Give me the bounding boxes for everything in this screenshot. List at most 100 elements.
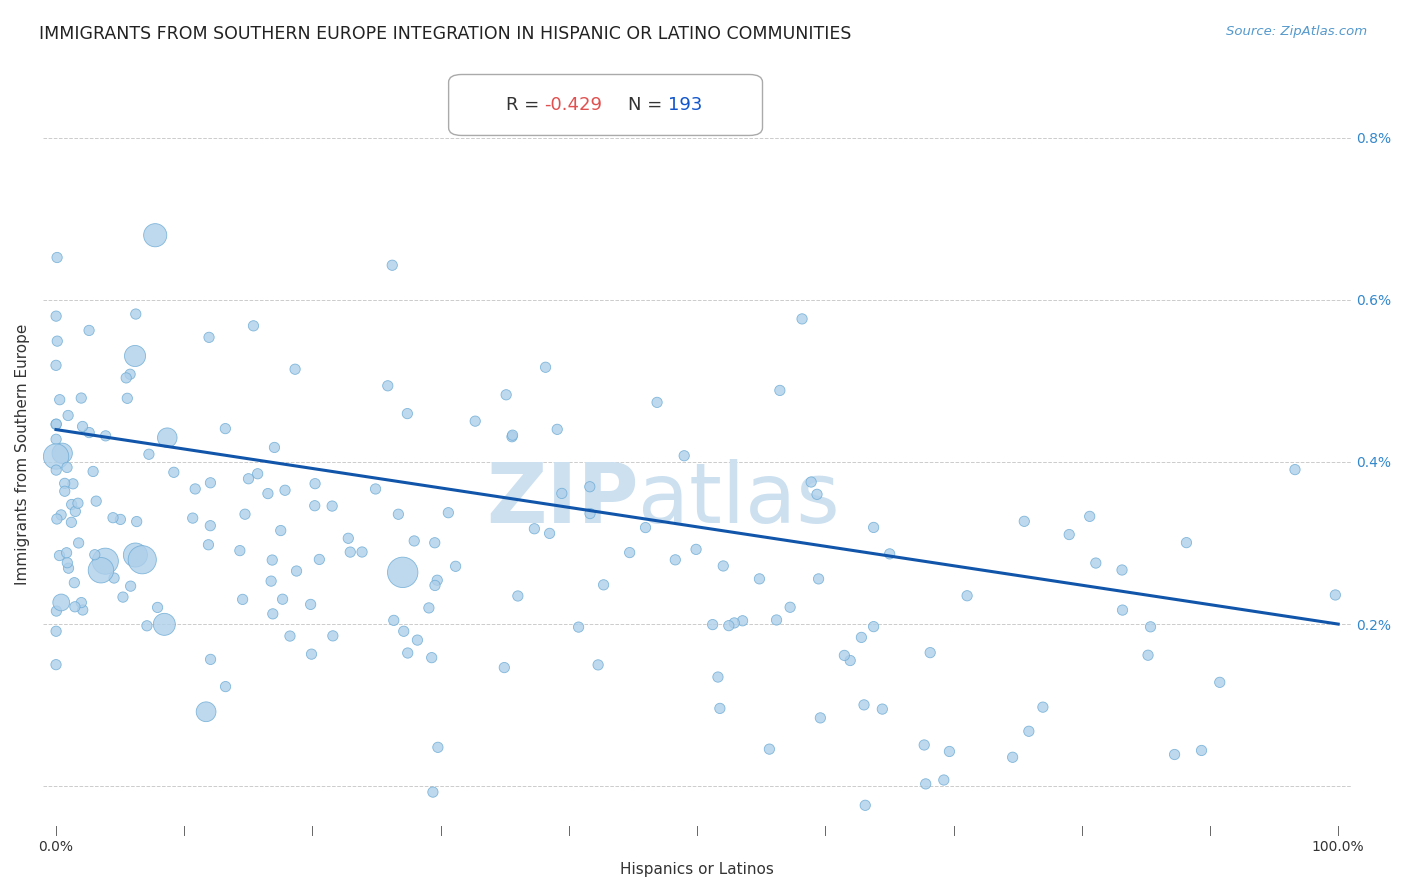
Point: [246, 467, 269, 481]
Point: [423, 578, 446, 592]
Point: [1324, 588, 1347, 602]
Point: [53, 476, 76, 491]
Point: [51, 595, 73, 609]
Point: [55, 546, 77, 560]
Point: [120, 368, 142, 382]
Point: [48, 392, 70, 407]
Point: [1032, 700, 1054, 714]
Text: -0.429: -0.429: [544, 96, 602, 114]
Point: [70, 391, 93, 405]
Text: 193: 193: [668, 96, 703, 114]
Point: [156, 431, 179, 445]
Point: [711, 558, 734, 573]
Point: [46, 251, 69, 265]
Point: [506, 589, 529, 603]
Point: [45, 463, 67, 477]
Point: [125, 515, 148, 529]
Point: [90, 563, 112, 577]
Point: [117, 392, 139, 406]
Point: [592, 578, 614, 592]
Point: [731, 614, 754, 628]
X-axis label: Hispanics or Latinos: Hispanics or Latinos: [620, 862, 775, 877]
Point: [65, 504, 87, 518]
Point: [45, 512, 67, 526]
Point: [364, 482, 387, 496]
Point: [579, 507, 602, 521]
Point: [60, 516, 83, 530]
Point: [62, 476, 84, 491]
Point: [136, 619, 159, 633]
Point: [115, 371, 138, 385]
Point: [242, 318, 264, 333]
Point: [304, 476, 326, 491]
Point: [214, 422, 236, 436]
Point: [308, 552, 330, 566]
Point: [377, 379, 399, 393]
Point: [214, 680, 236, 694]
Point: [437, 506, 460, 520]
Point: [45, 359, 67, 373]
Point: [779, 600, 801, 615]
Point: [862, 520, 884, 534]
Point: [1078, 509, 1101, 524]
Text: R =: R =: [506, 96, 546, 114]
Point: [839, 653, 862, 667]
Point: [48, 549, 70, 563]
Point: [914, 777, 936, 791]
Point: [94, 554, 117, 568]
Point: [1163, 747, 1185, 762]
Point: [396, 646, 419, 660]
Point: [101, 510, 124, 524]
Point: [200, 652, 222, 666]
Point: [420, 650, 443, 665]
Point: [534, 360, 557, 375]
Point: [45, 309, 67, 323]
Point: [322, 629, 344, 643]
Point: [1209, 675, 1232, 690]
Point: [495, 388, 517, 402]
Point: [546, 422, 568, 436]
Point: [806, 487, 828, 501]
Point: [1137, 648, 1160, 663]
Point: [912, 738, 935, 752]
Point: [426, 740, 449, 755]
Point: [271, 592, 294, 607]
Point: [94, 429, 117, 443]
Point: [862, 620, 884, 634]
Point: [538, 526, 561, 541]
Point: [262, 607, 284, 621]
Point: [270, 524, 292, 538]
Point: [494, 660, 516, 674]
Point: [301, 647, 323, 661]
Point: [285, 564, 308, 578]
Text: atlas: atlas: [638, 459, 839, 540]
Point: [418, 601, 440, 615]
Point: [84, 494, 107, 508]
Point: [392, 624, 415, 639]
Point: [790, 312, 813, 326]
Point: [1001, 750, 1024, 764]
Point: [198, 330, 221, 344]
Point: [1139, 620, 1161, 634]
Point: [578, 480, 600, 494]
FancyBboxPatch shape: [449, 75, 762, 136]
Point: [339, 545, 361, 559]
Point: [77, 323, 100, 337]
Point: [501, 430, 523, 444]
Point: [257, 486, 280, 500]
Point: [1012, 514, 1035, 528]
Point: [110, 512, 132, 526]
Point: [851, 631, 873, 645]
Point: [111, 590, 134, 604]
Point: [233, 507, 256, 521]
Point: [337, 531, 360, 545]
Point: [83, 548, 105, 562]
Point: [181, 511, 204, 525]
Point: [707, 670, 730, 684]
Point: [709, 701, 731, 715]
Point: [56, 460, 79, 475]
Point: [634, 520, 657, 534]
Text: IMMIGRANTS FROM SOUTHERN EUROPE INTEGRATION IN HISPANIC OR LATINO COMMUNITIES: IMMIGRANTS FROM SOUTHERN EUROPE INTEGRAT…: [39, 25, 852, 43]
Point: [200, 475, 222, 490]
Point: [200, 518, 222, 533]
